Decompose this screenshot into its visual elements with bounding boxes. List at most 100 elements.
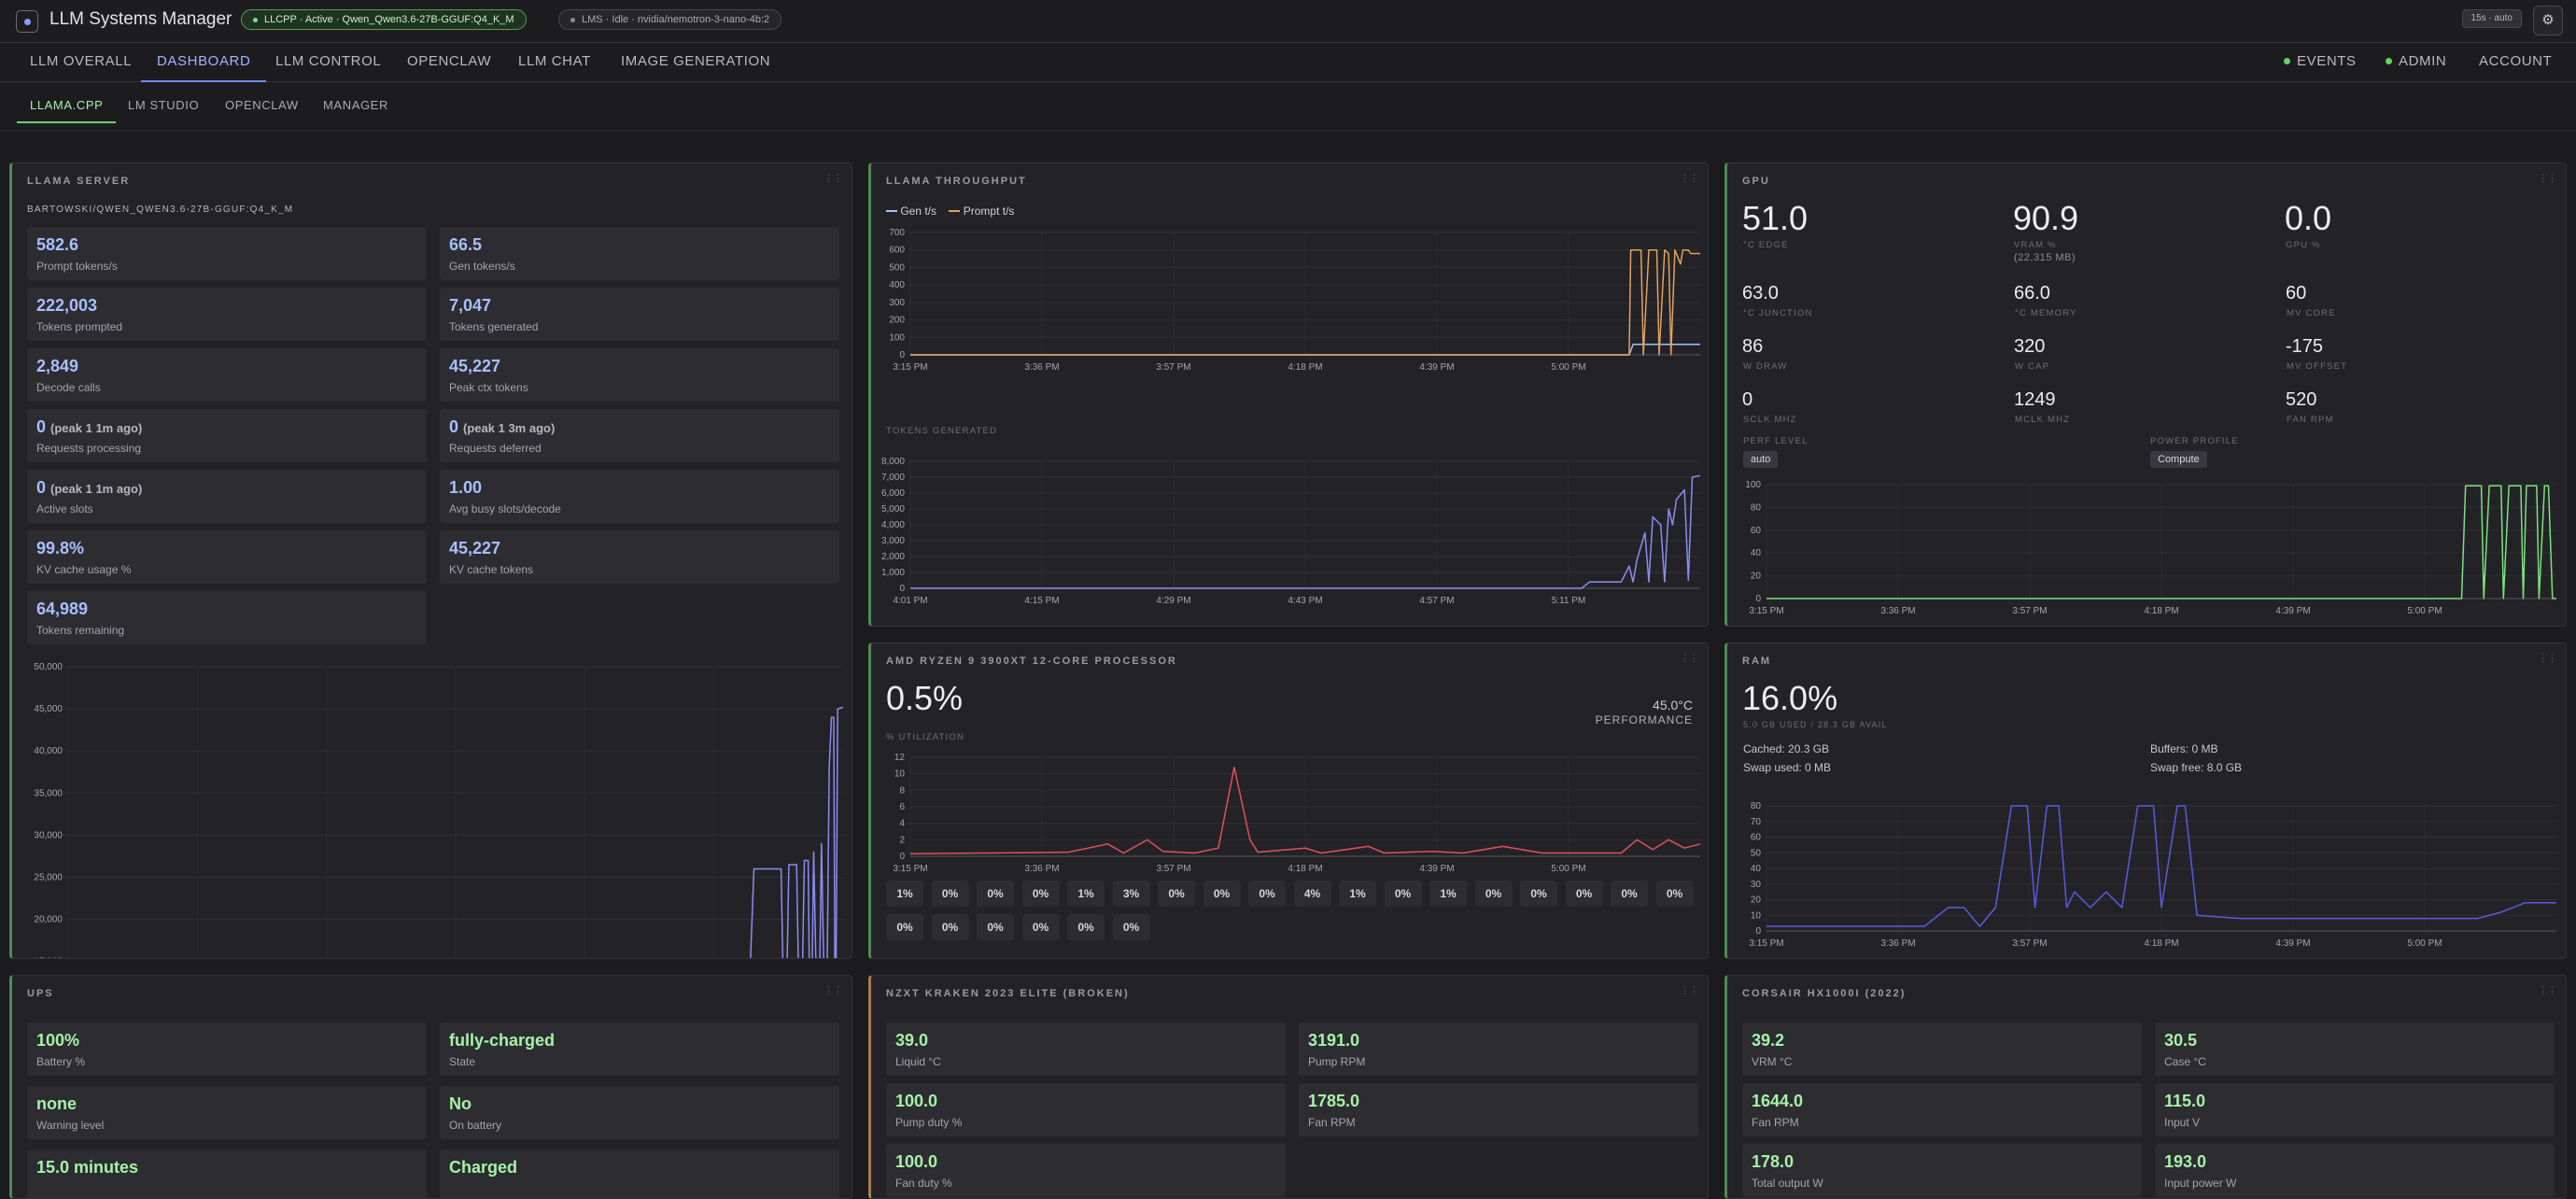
y-tick-label: 10 xyxy=(1751,910,1762,921)
cpu-core-cell: 0% xyxy=(1112,914,1150,940)
stat-value: 2,849 xyxy=(36,357,78,376)
tab-llm-chat[interactable]: LLM CHAT xyxy=(518,53,591,69)
admin-status-dot xyxy=(2386,58,2392,64)
card-title: LLAMA SERVER xyxy=(27,176,131,187)
y-tick-label: 35,000 xyxy=(34,788,63,798)
gpu-metric-label: MV CORE xyxy=(2287,308,2336,318)
drag-handle-icon[interactable]: ⋮⋮ xyxy=(823,173,843,184)
stat-value: 100.0 xyxy=(895,1152,937,1172)
lmstudio-status-pill[interactable]: LMS · Idle · nvidia/nemotron-3-nano-4b:2 xyxy=(558,9,782,30)
subtab-llamacpp[interactable]: LLAMA.CPP xyxy=(17,90,117,123)
x-tick-label: 4:18 PM xyxy=(2144,938,2178,949)
subtab-openclaw[interactable]: OPENCLAW xyxy=(225,98,299,112)
stat-value-text: 66.5 xyxy=(449,235,483,254)
cpu-core-cell: 3% xyxy=(1112,881,1150,907)
top-bar: LLM Systems Manager LLCPP · Active · Qwe… xyxy=(0,0,2576,43)
drag-handle-icon[interactable]: ⋮⋮ xyxy=(2538,653,2557,664)
ram-buffers: Buffers: 0 MB xyxy=(2150,742,2218,755)
gpu-metric-value: 60 xyxy=(2286,283,2307,303)
gpu-metric-label: W DRAW xyxy=(1743,361,1788,372)
stat-value: Charged xyxy=(449,1158,517,1178)
stat-value-text: 0 xyxy=(449,417,459,436)
y-tick-label: 10 xyxy=(894,769,906,780)
series-line-1 xyxy=(910,248,1700,356)
y-tick-label: 600 xyxy=(889,246,905,256)
stat-tile: 7,047 Tokens generated xyxy=(440,288,839,341)
y-tick-label: 50,000 xyxy=(34,662,63,672)
y-tick-label: 0 xyxy=(899,852,905,862)
x-tick-label: 5:00 PM xyxy=(2407,938,2442,949)
x-tick-label: 3:57 PM xyxy=(1156,362,1190,373)
perf-level-label: PERF LEVEL xyxy=(1743,436,1809,446)
x-tick-label: 3:57 PM xyxy=(1156,864,1190,874)
events-link[interactable]: EVENTS xyxy=(2284,43,2357,82)
cpu-mode: PERFORMANCE xyxy=(1595,713,1693,726)
x-tick-label: 3:15 PM xyxy=(893,864,927,874)
main-nav: LLM OVERALL DASHBOARD LLM CONTROL OPENCL… xyxy=(0,43,2576,82)
tab-openclaw[interactable]: OPENCLAW xyxy=(407,53,492,69)
stat-value-text: 30.5 xyxy=(2164,1031,2198,1050)
drag-handle-icon[interactable]: ⋮⋮ xyxy=(2538,173,2557,184)
stat-value-text: 222,003 xyxy=(36,296,98,315)
gpu-util-chart: 0 20 40 60 80 100 3:15 PM 3:36 PM 3:57 PM 4:18 PM… xyxy=(1745,480,2556,616)
gpu-metric-label: MV OFFSET xyxy=(2287,361,2348,372)
subtab-manager[interactable]: MANAGER xyxy=(323,98,388,112)
y-tick-label: 2,000 xyxy=(881,552,905,562)
subtab-lm-studio[interactable]: LM STUDIO xyxy=(128,98,200,112)
y-tick-label: 40 xyxy=(1751,864,1762,874)
gpu-metric-value: 320 xyxy=(2014,336,2046,357)
stat-value-text: 45,227 xyxy=(449,539,501,557)
gpu-metric-label: °C JUNCTION xyxy=(1743,308,1813,318)
y-tick-label: 3,000 xyxy=(881,536,905,546)
stat-label: Decode calls xyxy=(36,381,101,394)
x-tick-label: 4:29 PM xyxy=(1156,596,1190,606)
settings-button[interactable]: ⚙ xyxy=(2533,6,2563,35)
gpu-metric-label: SCLK MHZ xyxy=(1743,415,1797,425)
drag-handle-icon[interactable]: ⋮⋮ xyxy=(1680,173,1699,184)
drag-handle-icon[interactable]: ⋮⋮ xyxy=(823,985,843,996)
stat-value: none xyxy=(36,1094,77,1114)
ram-util-chart: 0 10 20 30 40 50 60 70 80 3:15 PM 3:36 PM 3:57 PM 4:… xyxy=(1749,801,2556,949)
stat-label: Pump RPM xyxy=(1308,1055,1366,1068)
cpu-core-cell: 0% xyxy=(1565,881,1603,907)
stat-tile: 1.00 Avg busy slots/decode xyxy=(440,470,839,523)
drag-handle-icon[interactable]: ⋮⋮ xyxy=(2538,985,2557,996)
stat-value-text: 2,849 xyxy=(36,357,79,375)
gpu-util-value: 0.0 xyxy=(2285,199,2332,237)
stat-value: 39.0 xyxy=(895,1031,928,1051)
account-link[interactable]: ACCOUNT xyxy=(2479,53,2553,69)
cpu-core-cell: 0% xyxy=(1158,881,1195,907)
llamacpp-status-pill[interactable]: LLCPP · Active · Qwen_Qwen3.6-27B-GGUF:Q… xyxy=(241,9,527,30)
y-tick-label: 4,000 xyxy=(881,520,905,530)
llama-throughput-card: LLAMA THROUGHPUT ⋮⋮ Gen t/s Prompt t/s 0… xyxy=(868,162,1709,627)
drag-handle-icon[interactable]: ⋮⋮ xyxy=(1680,985,1699,996)
stat-value: 100.0 xyxy=(895,1092,937,1111)
stat-value: 100% xyxy=(36,1031,79,1051)
stat-label: Case °C xyxy=(2164,1055,2206,1068)
ups-card: UPS ⋮⋮ 100% Battery % fully-charged State no… xyxy=(9,975,852,1199)
stat-value: 0 (peak 1 1m ago) xyxy=(36,417,142,437)
stat-value-text: 1.00 xyxy=(449,478,483,497)
stat-label: State xyxy=(449,1055,476,1068)
stat-label: Peak ctx tokens xyxy=(449,381,528,394)
stat-tile: 39.0 Liquid °C xyxy=(886,1023,1286,1076)
gpu-metric-value: 66.0 xyxy=(2014,283,2050,303)
stat-label: Tokens generated xyxy=(449,320,539,333)
cpu-core-cell: 0% xyxy=(886,914,923,940)
drag-handle-icon[interactable]: ⋮⋮ xyxy=(1680,653,1699,664)
stat-label: KV cache usage % xyxy=(36,563,132,576)
cpu-core-cell: 0% xyxy=(1248,881,1286,907)
tab-image-generation[interactable]: IMAGE GENERATION xyxy=(621,53,771,69)
stat-value: No xyxy=(449,1094,472,1114)
stat-note: (peak 1 3m ago) xyxy=(463,421,556,435)
tab-llm-control[interactable]: LLM CONTROL xyxy=(275,53,382,69)
stat-tile: none Warning level xyxy=(27,1086,427,1139)
tab-dashboard[interactable]: DASHBOARD xyxy=(141,43,267,82)
stat-value: 222,003 xyxy=(36,296,97,316)
refresh-interval-badge[interactable]: 15s · auto xyxy=(2461,9,2522,28)
stat-value: 7,047 xyxy=(449,296,491,316)
admin-link[interactable]: ADMIN xyxy=(2386,43,2446,82)
tab-llm-overall[interactable]: LLM OVERALL xyxy=(30,53,133,69)
stat-tile: 39.2 VRM °C xyxy=(1742,1023,2142,1076)
y-tick-label: 6 xyxy=(899,802,905,812)
